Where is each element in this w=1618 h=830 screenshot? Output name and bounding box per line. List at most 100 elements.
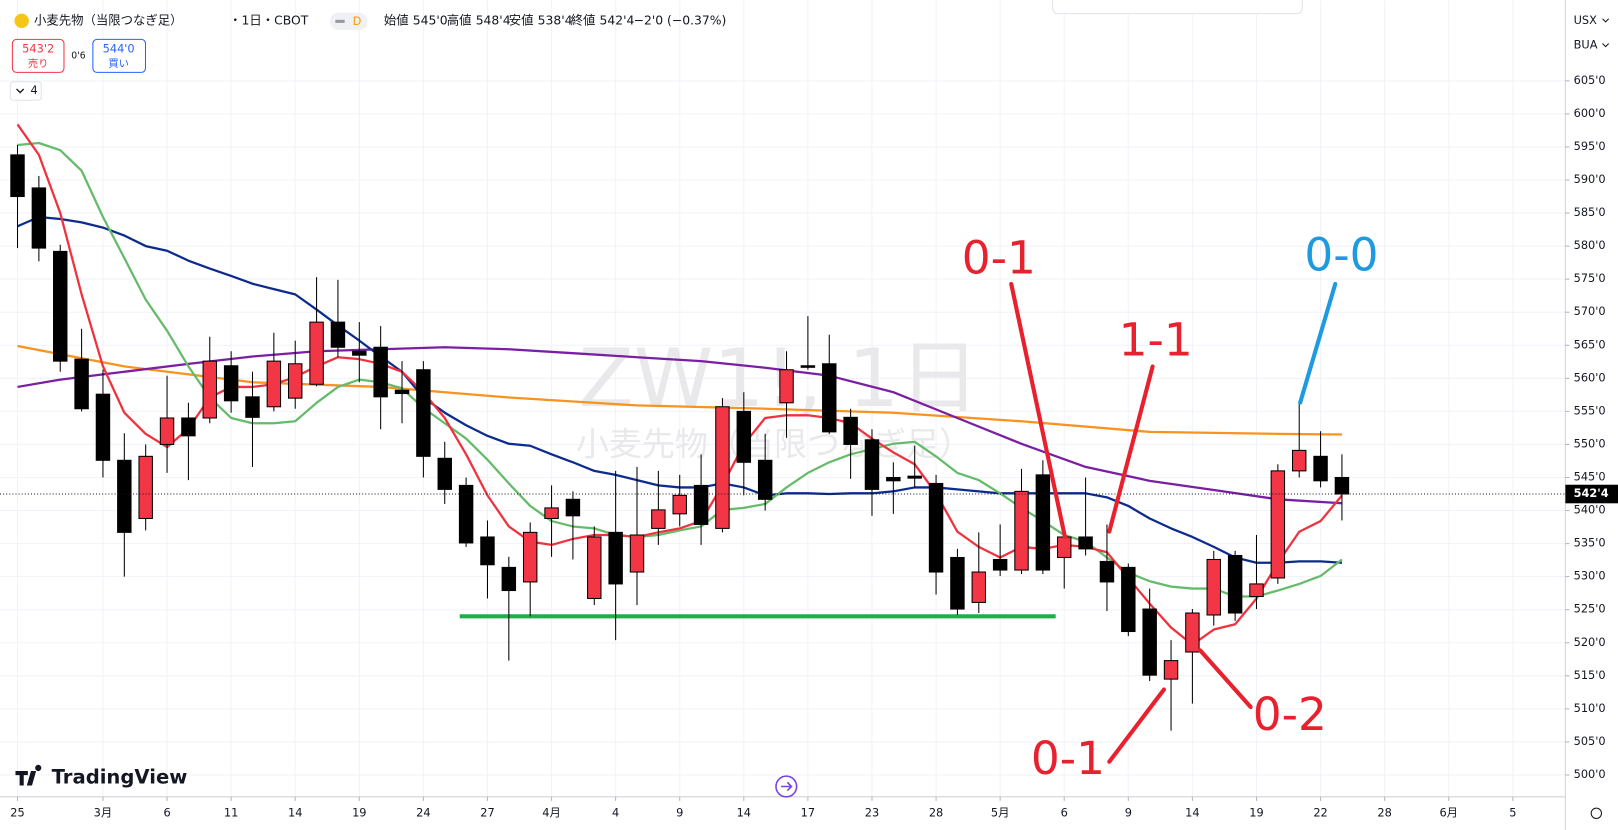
candle-body (1291, 449, 1307, 472)
x-tick-label: 14 (737, 805, 751, 819)
candle-body (886, 476, 901, 482)
x-tick-label: 14 (1185, 805, 1199, 819)
candle-body (394, 389, 410, 395)
candle-body (950, 556, 965, 610)
y-tick-label: 555'0 (1574, 403, 1606, 417)
y-tick-label: 540'0 (1574, 503, 1606, 517)
candle-body (416, 369, 431, 457)
candle-body (266, 360, 282, 408)
sell-label: 売り (28, 57, 49, 70)
chevron (16, 88, 25, 94)
candle-body (245, 396, 260, 418)
chevron (1602, 43, 1610, 48)
candle-body (1206, 558, 1221, 616)
candle-body (1142, 608, 1157, 676)
x-tick-label: 14 (288, 805, 302, 819)
candle-body (907, 475, 922, 479)
x-tick-label: 9 (1125, 805, 1132, 819)
indicator-toggle[interactable]: 4 (9, 81, 42, 101)
ohlc: 始値 545'0 高値 548'4安値 538'4終値 542'4 (384, 12, 635, 27)
watermark: ZW1!, 1日 小麦先物（当限つなぎ足） (576, 331, 980, 463)
y-tick-label: 575'0 (1574, 271, 1606, 285)
annotations: 0-1 1-1 0-0 0-2 0-1 (962, 229, 1379, 786)
candle-body (74, 358, 89, 410)
brand: TradingView (15, 764, 188, 789)
ohlc-value: 548'4 (476, 13, 511, 27)
symbol-icon (14, 13, 29, 29)
annotation-label: 0-2 (1253, 688, 1327, 741)
interval[interactable]: ・1日・CBOT (229, 13, 309, 27)
ohlc-value: 538'4 (538, 13, 573, 27)
badge-bg (330, 12, 368, 31)
candle-body (1270, 470, 1286, 579)
candle-body (1163, 660, 1179, 680)
candle-body (544, 507, 559, 519)
candle-body (31, 187, 47, 249)
x-tick-label: 4 (612, 805, 619, 819)
indicator-box[interactable] (9, 81, 42, 101)
goto-icon (781, 781, 793, 792)
candle-body (672, 494, 687, 515)
candle-body (715, 406, 730, 529)
y-tick-label: 550'0 (1574, 436, 1606, 450)
candle-body (1121, 566, 1136, 633)
annotation-arrow (1107, 687, 1167, 764)
x-tick-label: 24 (416, 805, 430, 819)
candle-body (309, 321, 324, 385)
y-tick-label: 565'0 (1574, 337, 1606, 351)
ohlc-label: 終値 (571, 12, 596, 27)
brand-name: TradingView (52, 766, 188, 789)
candle-body (608, 531, 623, 585)
buy-price: 544'0 (103, 42, 135, 56)
symbol-name[interactable]: 小麦先物（当限つなぎ足） (34, 13, 183, 27)
badge-dash (335, 19, 345, 23)
chevron (1602, 18, 1610, 23)
candle-body (95, 393, 111, 461)
x-tick-label: 6 (163, 805, 170, 819)
candle-body (757, 459, 773, 500)
candle-body (373, 346, 388, 398)
candle-body (693, 484, 709, 525)
x-tick-label: 19 (1249, 805, 1263, 819)
moving-average (17, 346, 1343, 505)
unit[interactable]: USX (1574, 13, 1598, 27)
buy-label: 買い (108, 58, 129, 70)
y-tick-label: 595'0 (1574, 139, 1606, 153)
last-price-label: 542'4 (1574, 486, 1609, 500)
y-tick-label: 545'0 (1574, 469, 1606, 483)
candle-body (480, 536, 495, 566)
sell-button[interactable] (11, 38, 65, 73)
ohlc-label: 始値 (384, 12, 409, 27)
y-tick-label: 585'0 (1574, 205, 1606, 219)
x-tick-label: 22 (1313, 805, 1327, 819)
candle-body (181, 417, 196, 437)
candle-body (800, 365, 816, 368)
y-tick-label: 525'0 (1574, 602, 1606, 616)
candle-body (928, 482, 944, 573)
candle-body (651, 509, 666, 529)
annotation-label: 0-1 (1031, 732, 1105, 785)
x-tick-label: 6 (1061, 805, 1068, 819)
x-tick-label: 3月 (94, 805, 113, 819)
trade-buttons: 543'2 売り 0'6 544'0 買い (11, 38, 147, 73)
settings-icon[interactable] (1590, 807, 1603, 819)
y-tick-label: 530'0 (1574, 569, 1606, 583)
y-tick-label: 605'0 (1574, 73, 1606, 87)
buy-button[interactable] (92, 38, 147, 73)
x-tick-label: 27 (480, 805, 494, 819)
candle-body (1057, 536, 1072, 558)
plot-area (0, 123, 1566, 731)
drawing-toolbar[interactable] (1052, 0, 1303, 15)
annotation-label: 0-0 (1304, 229, 1378, 282)
candle-body (779, 369, 794, 404)
axis-units: USX BUA (1574, 13, 1610, 52)
candle-body (458, 484, 474, 544)
annotation-arrow (1009, 281, 1067, 539)
candle-body (1078, 536, 1093, 550)
header: 小麦先物（当限つなぎ足） ・1日・CBOT D 始値 545'0 高値 548'4安値… (14, 12, 726, 31)
unit[interactable]: BUA (1574, 38, 1598, 52)
y-tick-label: 500'0 (1574, 767, 1606, 781)
x-tick-label: 5 (1509, 805, 1516, 819)
y-tick-label: 590'0 (1574, 172, 1606, 186)
